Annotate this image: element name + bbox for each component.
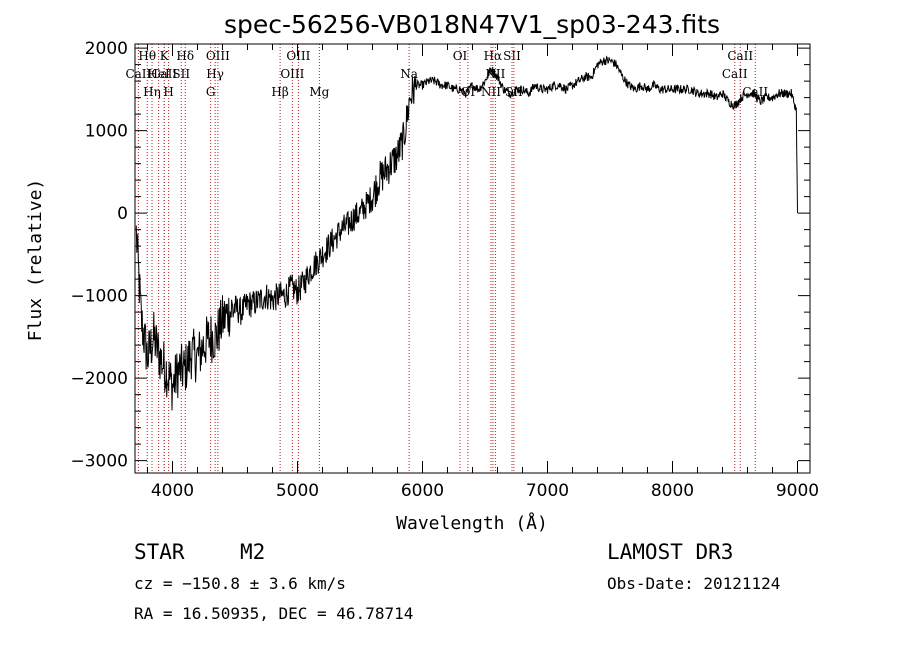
spectral-line-markers: CaII Hθ CaII K Hη HeI H SII Hδ OIII Hγ G Hβ OIII OIII M…	[125, 44, 768, 473]
flux-series	[135, 55, 798, 411]
line-marker-label-4: Hη	[143, 85, 161, 99]
line-marker-label-25: CaII	[727, 49, 753, 63]
plot-frame	[134, 43, 811, 474]
flux-line	[135, 55, 798, 411]
line-marker-label-16: Na	[400, 67, 418, 81]
x-tick-label-4: 8000	[651, 481, 694, 501]
line-marker-label-0: CaII	[125, 67, 151, 81]
line-marker-label-15: Mg	[309, 85, 329, 99]
y-tick-label-3: 0	[117, 204, 128, 224]
line-marker-label-3: K	[160, 49, 170, 63]
line-marker-label-7: SII	[172, 67, 190, 81]
line-marker-label-19: Hα	[484, 49, 503, 63]
x-tick-label-0: 4000	[151, 481, 194, 501]
line-marker-label-11: G	[206, 85, 216, 99]
line-marker-label-22: SII	[503, 49, 521, 63]
line-marker-label-14: OIII	[280, 67, 304, 81]
coordinates-line: RA = 16.50935, DEC = 46.78714	[134, 604, 413, 623]
line-marker-label-8: Hδ	[176, 49, 194, 63]
line-marker-label-12: Hβ	[271, 85, 288, 99]
x-tick-label-5: 9000	[776, 481, 819, 501]
survey-name: LAMOST DR3	[607, 540, 733, 564]
x-tick-label-1: 5000	[276, 481, 319, 501]
line-marker-label-9: OIII	[206, 49, 230, 63]
x-tick-label-3: 7000	[526, 481, 569, 501]
x-tick-label-2: 6000	[401, 481, 444, 501]
y-tick-label-2: −1000	[70, 287, 128, 307]
line-marker-label-20: NII	[481, 85, 501, 99]
object-class: STAR	[134, 540, 185, 564]
y-tick-label-1: −2000	[70, 369, 128, 389]
y-axis-label: Flux (relative)	[25, 179, 46, 342]
line-marker-label-1: Hθ	[138, 49, 156, 63]
spectral-subclass: M2	[240, 540, 265, 564]
y-tick-label-4: 1000	[85, 122, 128, 142]
line-marker-label-24: CaII	[722, 67, 748, 81]
y-tick-label-5: 2000	[85, 39, 128, 59]
line-marker-label-17: OI	[453, 49, 468, 63]
line-marker-label-10: Hγ	[206, 67, 224, 81]
chart-title: spec-56256-VB018N47V1_sp03-243.fits	[224, 10, 720, 39]
obs-date-line: Obs-Date: 20121124	[607, 574, 780, 593]
y-tick-label-0: −3000	[70, 452, 128, 472]
x-axis-label: Wavelength (Å)	[396, 512, 548, 534]
axis-ticks: 4000 5000 6000 7000 8000 9000 −3000 −2000 −1000 0…	[70, 39, 819, 501]
line-marker-label-5: HeI	[147, 67, 170, 81]
line-marker-label-13: OIII	[286, 49, 310, 63]
redshift-line: cz = −150.8 ± 3.6 km/s	[134, 574, 346, 593]
line-marker-label-6: H	[163, 85, 173, 99]
